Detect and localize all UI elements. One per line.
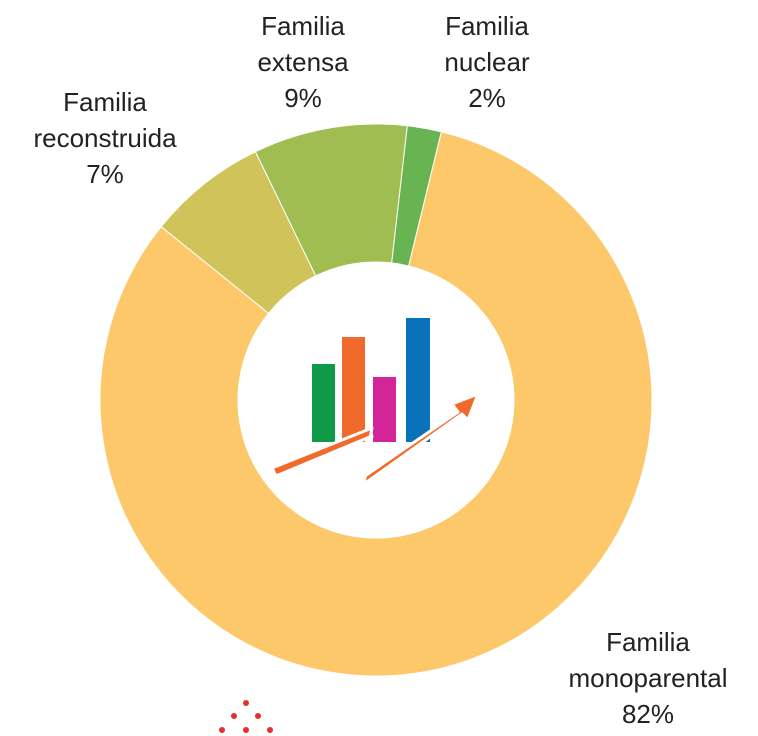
- segment-label: Familia extensa 9%: [257, 8, 348, 116]
- value-label: 7%: [86, 159, 124, 189]
- donut-segment: [99, 131, 653, 677]
- segment-label: Familia reconstruida 7%: [33, 84, 176, 192]
- value-label: 9%: [284, 83, 322, 113]
- center-icon: [270, 318, 480, 486]
- segment-label: Familia nuclear 2%: [444, 8, 529, 116]
- donut-segment: [254, 123, 408, 277]
- category-label: Familia reconstruida: [33, 87, 177, 153]
- category-label: Familia nuclear: [444, 11, 530, 77]
- segment-label: Familia monoparental 82%: [569, 624, 728, 732]
- value-label: 2%: [468, 83, 506, 113]
- category-label: Familia extensa: [257, 11, 349, 77]
- category-label: Familia monoparental: [568, 627, 728, 693]
- logo-dots: [219, 700, 273, 733]
- value-label: 82%: [621, 699, 675, 729]
